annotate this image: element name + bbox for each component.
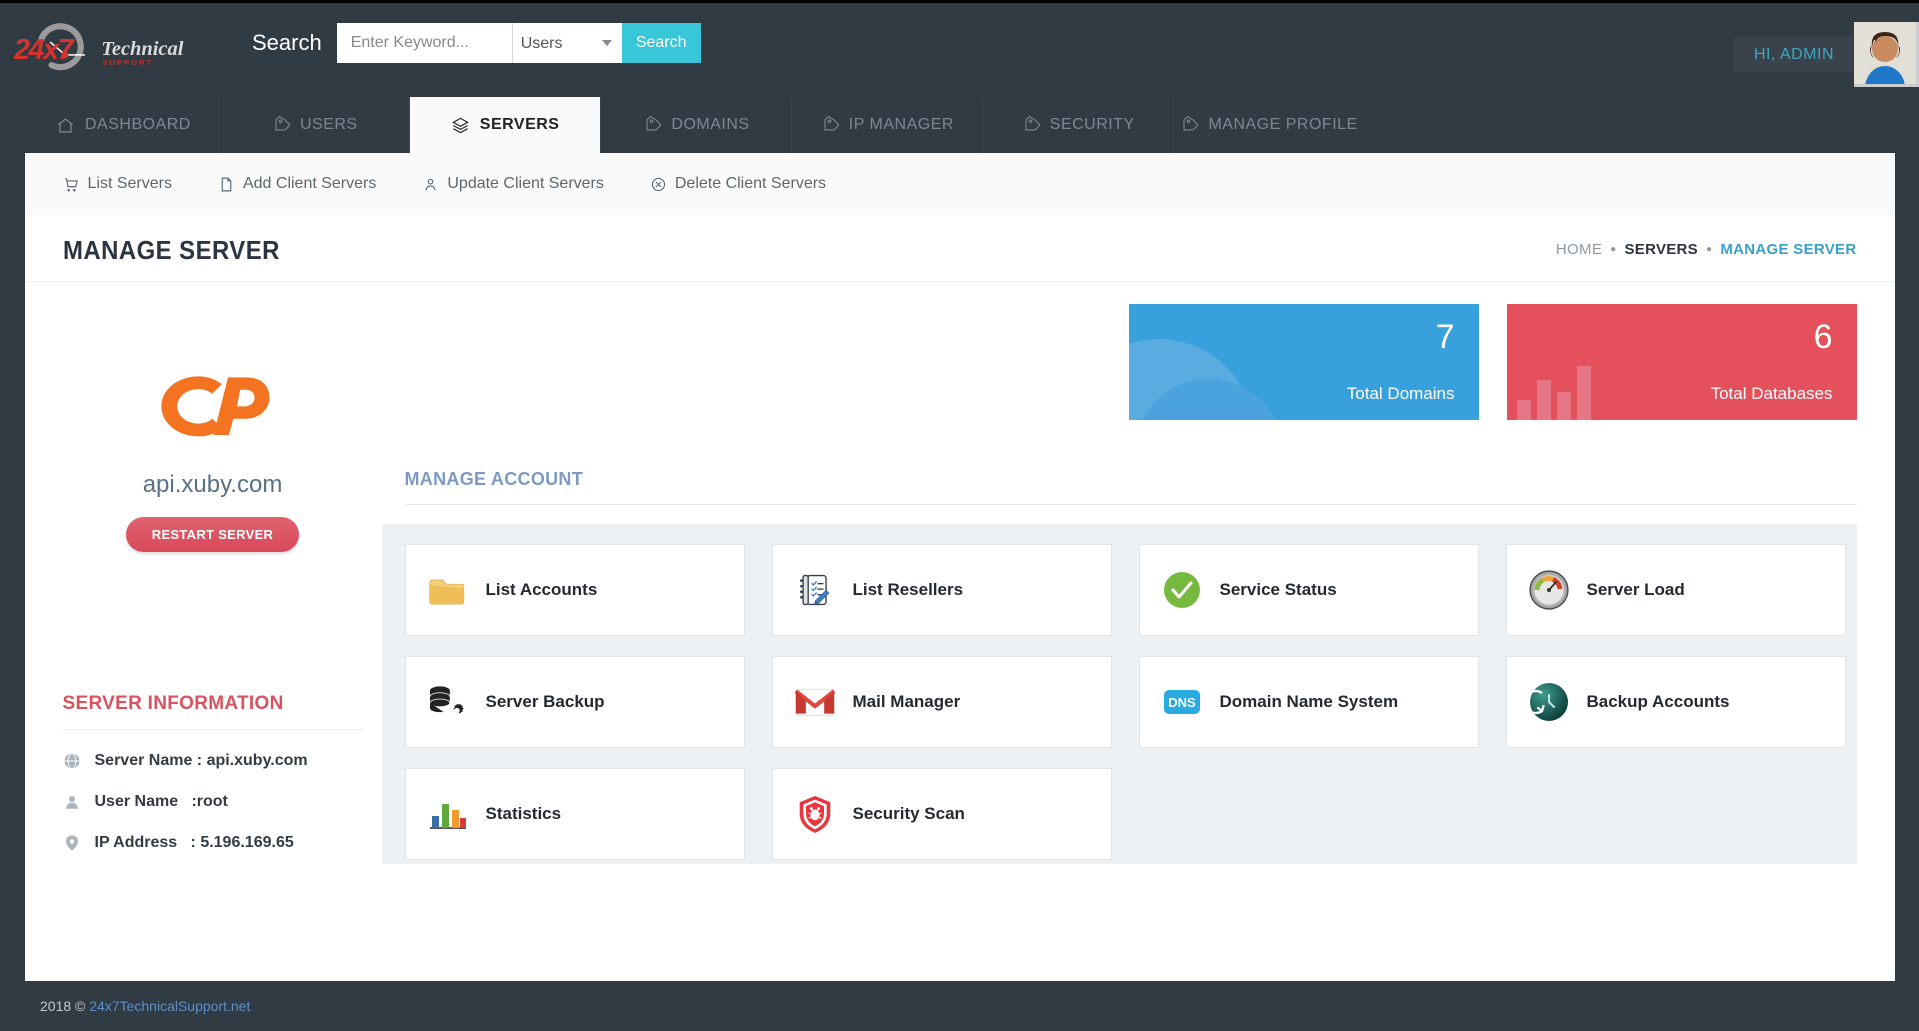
svg-text:SUPPORT: SUPPORT xyxy=(103,58,154,67)
svg-text:DNS: DNS xyxy=(1168,695,1196,710)
svg-text:24x7: 24x7 xyxy=(14,34,76,66)
svg-text:Technical: Technical xyxy=(101,38,183,60)
